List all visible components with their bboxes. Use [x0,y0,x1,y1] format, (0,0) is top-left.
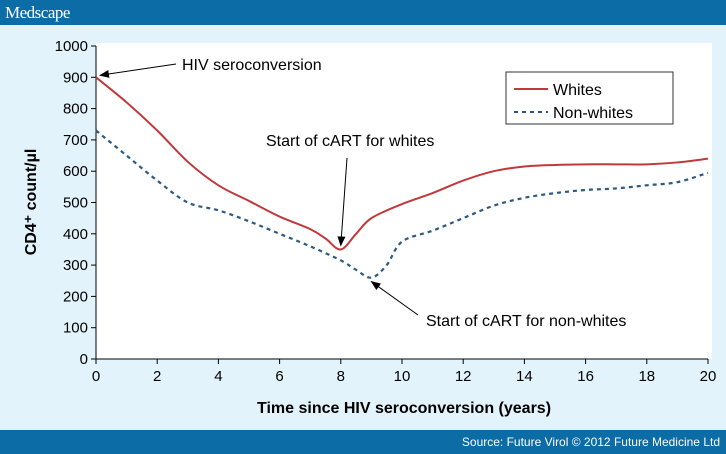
x-tick-label: 8 [337,368,345,385]
y-tick-label: 300 [63,257,88,274]
y-tick-label: 1000 [55,38,88,55]
y-tick-label: 500 [63,195,88,212]
x-tick-label: 6 [275,368,283,385]
y-tick-label: 200 [63,288,88,305]
x-axis-label: Time since HIV seroconversion (years) [257,400,551,417]
y-tick-label: 100 [63,320,88,337]
y-axis-label: CD4⁺ count/µl [23,149,40,256]
x-tick-label: 10 [394,368,411,385]
x-tick-label: 14 [516,368,533,385]
x-tick-label: 0 [92,368,100,385]
y-tick-label: 700 [63,132,88,149]
header-bar: Medscape [0,0,726,25]
medscape-logo: Medscape [5,3,70,22]
series-line-non-whites [95,129,709,279]
legend: Whites Non-whites [505,71,674,125]
x-tick-label: 18 [638,368,655,385]
annotation-cart-nonwhites: Start of cART for non-whites [426,313,626,330]
annotation-cart-whites-arrow [337,157,348,247]
y-tick-label: 0 [80,351,88,368]
y-tick-label: 400 [63,226,88,243]
y-tick-label: 800 [63,101,88,118]
source-credit: Source: Future Virol © 2012 Future Medic… [461,435,720,449]
annotation-cart-whites: Start of cART for whites [266,133,434,150]
annotation-cart-nonwhites-arrow [370,281,419,316]
annotation-hiv-seroconversion-arrow [99,63,177,78]
y-tick-label: 900 [63,69,88,86]
y-tick-label: 600 [63,163,88,180]
x-tick-label: 12 [455,368,472,385]
legend-label: Non-whites [553,105,633,122]
x-tick-label: 16 [577,368,594,385]
legend-label: Whites [553,82,602,99]
x-tick-label: 20 [700,368,717,385]
annotation-hiv-seroconversion: HIV seroconversion [182,57,322,74]
series-line-whites [95,76,709,251]
x-tick-label: 2 [153,368,161,385]
footer-bar: Source: Future Virol © 2012 Future Medic… [0,430,726,454]
x-tick-label: 4 [214,368,222,385]
